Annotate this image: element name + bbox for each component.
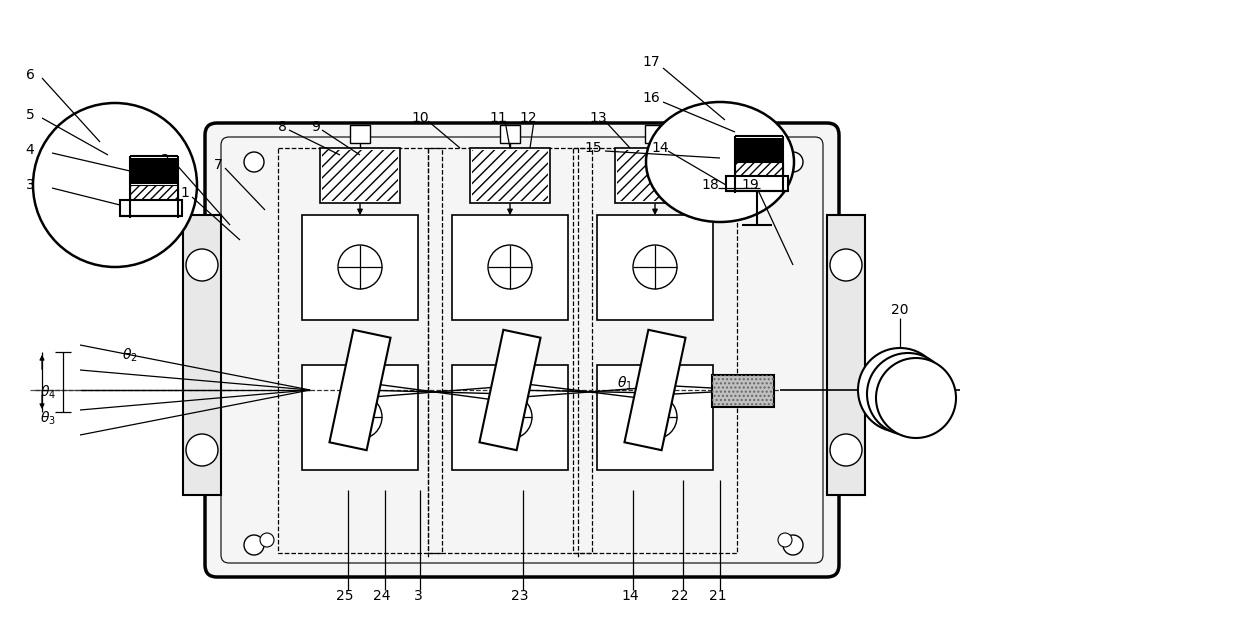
Bar: [712, 375, 774, 407]
Circle shape: [244, 152, 264, 172]
Bar: [725, 176, 787, 191]
Circle shape: [489, 245, 532, 289]
Circle shape: [875, 358, 956, 438]
Bar: [500, 125, 520, 143]
Text: 6: 6: [26, 68, 35, 82]
Text: 2: 2: [161, 153, 170, 167]
Bar: [472, 150, 548, 201]
Bar: [350, 125, 370, 143]
Text: 15: 15: [584, 141, 601, 155]
Text: 5: 5: [26, 108, 35, 122]
Text: 14: 14: [651, 141, 668, 155]
Text: 12: 12: [520, 111, 537, 125]
Text: 16: 16: [642, 91, 660, 105]
Bar: [320, 148, 401, 203]
Bar: [827, 215, 866, 495]
Bar: [618, 150, 693, 201]
Text: 11: 11: [489, 111, 507, 125]
Polygon shape: [625, 330, 686, 450]
Text: $\theta_4$: $\theta_4$: [40, 383, 56, 401]
Bar: [470, 148, 551, 203]
Bar: [184, 215, 221, 495]
Text: 9: 9: [311, 120, 320, 134]
Text: 18: 18: [701, 178, 719, 192]
Text: $\theta_2$: $\theta_2$: [123, 347, 138, 364]
Text: 20: 20: [892, 303, 909, 317]
Bar: [278, 148, 441, 553]
Bar: [712, 375, 774, 407]
Text: 25: 25: [336, 589, 353, 603]
Circle shape: [830, 434, 862, 466]
Bar: [645, 125, 665, 143]
Bar: [573, 148, 737, 553]
Bar: [735, 162, 782, 176]
Bar: [303, 215, 418, 320]
Circle shape: [186, 434, 218, 466]
Text: 7: 7: [213, 158, 222, 172]
Bar: [322, 150, 398, 201]
Bar: [453, 365, 568, 470]
Circle shape: [858, 348, 942, 432]
Polygon shape: [330, 330, 391, 450]
Circle shape: [489, 395, 532, 439]
Bar: [596, 215, 713, 320]
Circle shape: [782, 152, 804, 172]
Circle shape: [339, 245, 382, 289]
FancyBboxPatch shape: [205, 123, 839, 577]
Text: 3: 3: [414, 589, 423, 603]
Text: 23: 23: [511, 589, 528, 603]
Bar: [735, 138, 782, 162]
Circle shape: [244, 535, 264, 555]
Text: 17: 17: [642, 55, 660, 69]
Circle shape: [339, 395, 382, 439]
Circle shape: [782, 535, 804, 555]
Bar: [303, 365, 418, 470]
Text: 8: 8: [278, 120, 286, 134]
Circle shape: [830, 249, 862, 281]
Text: 3: 3: [26, 178, 35, 192]
Text: 4: 4: [26, 143, 35, 157]
Bar: [453, 215, 568, 320]
Polygon shape: [480, 330, 541, 450]
Circle shape: [260, 533, 274, 547]
Bar: [130, 158, 179, 184]
Text: 24: 24: [373, 589, 391, 603]
Circle shape: [777, 533, 792, 547]
Text: 22: 22: [671, 589, 688, 603]
Bar: [130, 185, 179, 200]
Text: 1: 1: [181, 186, 190, 200]
Bar: [596, 365, 713, 470]
Circle shape: [867, 353, 949, 435]
Circle shape: [632, 245, 677, 289]
Circle shape: [632, 395, 677, 439]
Text: 13: 13: [589, 111, 606, 125]
Circle shape: [186, 249, 218, 281]
Text: 21: 21: [709, 589, 727, 603]
Bar: [120, 200, 182, 216]
Text: $\theta_1$: $\theta_1$: [618, 374, 632, 392]
Bar: [428, 148, 591, 553]
Bar: [615, 148, 694, 203]
Text: 10: 10: [412, 111, 429, 125]
Circle shape: [33, 103, 197, 267]
Text: 19: 19: [742, 178, 759, 192]
Ellipse shape: [646, 102, 794, 222]
Text: 14: 14: [621, 589, 639, 603]
Text: $\theta_3$: $\theta_3$: [40, 409, 56, 426]
